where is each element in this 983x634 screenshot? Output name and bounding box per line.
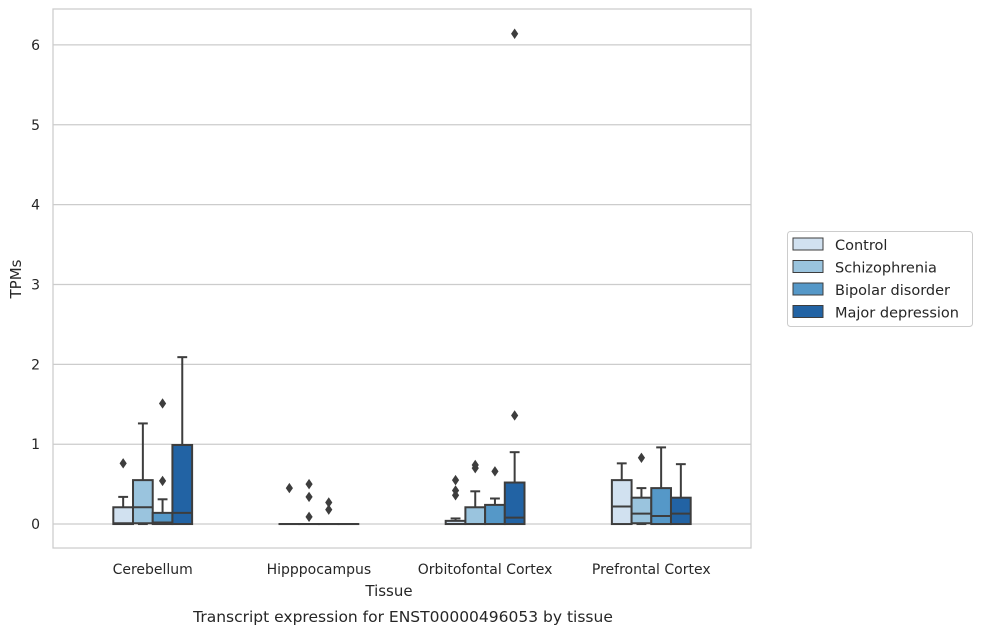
outlier-point [451,474,460,486]
box-bipolar-disorder [317,497,340,526]
box-control [610,462,633,526]
outlier-point [491,466,499,477]
box-bipolar-disorder [151,398,174,526]
x-tick-label: Prefrontal Cortex [592,562,711,578]
y-axis-ticks: 0 1 2 3 4 5 6 [31,38,40,533]
legend-label: Schizophrenia [835,261,937,277]
legend-swatch [792,282,824,296]
outlier-point [511,28,519,39]
box-iqr [503,481,526,526]
outlier-point [305,478,313,490]
legend-swatch [792,305,824,318]
box-major-depression [669,463,692,526]
box-schizophrenia [630,452,653,526]
box-schizophrenia [298,478,320,526]
box-control [112,458,135,526]
plot-frame [52,8,752,549]
box-iqr [171,443,194,526]
outlier-point [325,504,333,515]
box-iqr [650,487,672,526]
outlier-point [325,497,333,508]
box-iqr [610,479,633,526]
y-tick-label: 1 [31,437,40,453]
outlier-point [119,458,127,469]
box-plot-marks [112,28,692,526]
outlier-point [511,410,519,421]
y-tick-label: 0 [31,517,40,533]
y-tick-label: 3 [31,277,40,293]
outlier-point [471,459,479,471]
x-tick-label: Hipppocampus [267,562,372,578]
x-axis-ticks: Cerebellum Hipppocampus Orbitofontal Corte… [113,562,711,578]
outlier-point [305,511,313,523]
box-iqr [630,496,653,525]
legend-label: Major depression [835,306,959,322]
outlier-point [158,475,167,487]
box-iqr [112,506,135,526]
legend-swatch [792,237,824,251]
box-iqr [669,496,692,526]
box-control [278,482,301,526]
outlier-point [305,491,313,503]
box-major-depression [503,28,526,526]
box-schizophrenia [132,422,154,526]
outlier-point [285,482,293,494]
box-bipolar-disorder [650,446,672,526]
x-tick-label: Orbitofontal Cortex [418,562,553,578]
outlier-point [451,485,460,496]
box-control [444,474,467,526]
y-gridlines [53,44,751,525]
box-major-depression [171,356,194,526]
x-axis-label: Tissue [364,582,412,600]
outlier-point [637,452,646,463]
y-tick-label: 4 [31,198,40,214]
box-iqr [484,503,506,526]
chart-caption: Transcript expression for ENST0000049605… [192,608,613,626]
y-tick-label: 6 [31,38,40,54]
legend-frame [787,231,973,327]
legend-label: Control [835,238,887,254]
box-schizophrenia [464,459,487,526]
x-tick-label: Cerebellum [113,562,193,578]
y-tick-label: 5 [31,118,40,134]
box-iqr [132,479,154,525]
outlier-point [158,398,167,409]
legend-swatch [792,260,824,273]
legend: Control Schizophrenia Bipolar disorder Majo… [787,231,973,327]
y-axis-label: TPMs [7,259,25,299]
box-iqr [464,506,487,526]
box-bipolar-disorder [484,466,506,526]
y-tick-label: 2 [31,357,40,373]
legend-label: Bipolar disorder [835,283,950,299]
